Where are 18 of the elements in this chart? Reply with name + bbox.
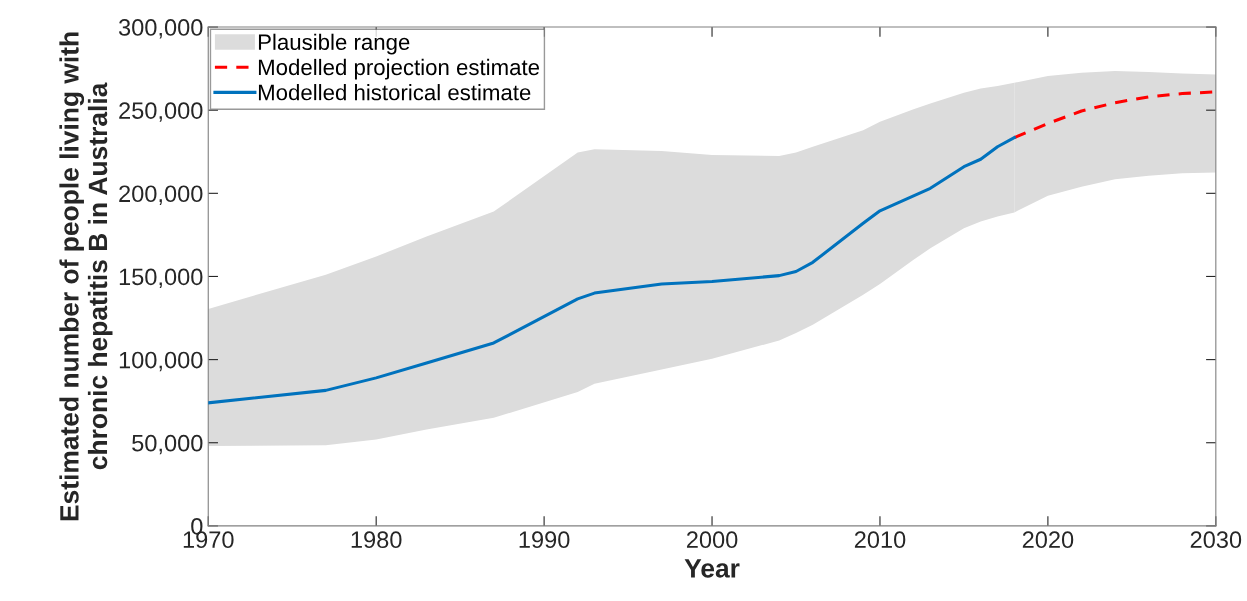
y-tick-label: 100,000 xyxy=(119,351,203,372)
y-tick-label: 200,000 xyxy=(119,185,203,205)
legend-label: Modelled historical estimate xyxy=(258,84,531,101)
x-axis-title: Year xyxy=(684,559,740,578)
x-tick-label: 1990 xyxy=(519,531,570,549)
legend-label: Modelled projection estimate xyxy=(258,58,540,80)
y-tick-label: 50,000 xyxy=(132,434,203,455)
x-tick-label: 2030 xyxy=(1190,531,1242,549)
y-tick-label: 250,000 xyxy=(119,102,203,122)
x-tick-label: 2010 xyxy=(854,531,906,549)
x-tick-label: 2000 xyxy=(686,531,738,549)
x-tick-label: 1980 xyxy=(351,531,402,549)
x-tick-label: 2020 xyxy=(1022,531,1074,549)
y-tick-label: 300,000 xyxy=(118,19,203,39)
y-axis-title: Estimated number of people living with chronic hepatitis B in Australia xyxy=(59,32,113,521)
legend-label: Plausible range xyxy=(258,33,410,55)
line-series xyxy=(208,136,1016,405)
y-tick-label: 150,000 xyxy=(119,268,203,289)
